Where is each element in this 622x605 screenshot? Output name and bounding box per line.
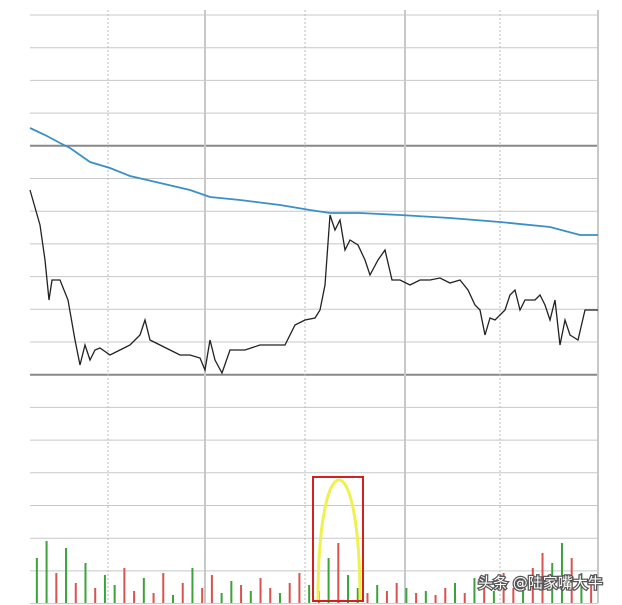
volume-bar bbox=[580, 573, 583, 603]
volume-bar bbox=[415, 593, 418, 603]
volume-bar bbox=[434, 595, 437, 603]
volume-bar bbox=[502, 573, 505, 603]
volume-bar bbox=[522, 581, 525, 603]
volume-bar bbox=[191, 568, 194, 603]
volume-bar bbox=[308, 585, 311, 603]
volume-bar bbox=[142, 578, 145, 603]
volume-bar bbox=[113, 585, 116, 603]
volume-bar bbox=[405, 588, 408, 603]
volume-bar bbox=[395, 583, 398, 603]
highlight-arc bbox=[316, 478, 362, 601]
volume-bar bbox=[74, 583, 77, 603]
volume-bar bbox=[152, 593, 155, 603]
volume-bar bbox=[560, 543, 563, 603]
volume-bar bbox=[454, 583, 456, 603]
volume-bar bbox=[162, 573, 165, 603]
price-line bbox=[29, 189, 598, 375]
volume-bar bbox=[45, 541, 48, 603]
volume-bar bbox=[347, 575, 350, 603]
volume-bar bbox=[541, 553, 544, 603]
watermark: 头条 @陆家嘴大牛 bbox=[478, 574, 603, 592]
volume-bar bbox=[240, 585, 243, 603]
volume-bar bbox=[512, 588, 515, 603]
volume-bar bbox=[210, 575, 213, 603]
volume-bar bbox=[259, 578, 262, 603]
volume-bar bbox=[483, 585, 486, 603]
volume-bar bbox=[492, 591, 495, 603]
volume-bar bbox=[551, 563, 554, 603]
volume-bar bbox=[269, 588, 272, 603]
volume-bar bbox=[220, 593, 223, 603]
volume-bar bbox=[181, 583, 184, 603]
volume-bar bbox=[463, 593, 466, 603]
volume-bar bbox=[366, 593, 369, 603]
volume-bar bbox=[356, 588, 359, 603]
volume-bar bbox=[424, 591, 427, 603]
volume-bar bbox=[288, 583, 291, 603]
marks bbox=[29, 127, 598, 603]
volume-bar bbox=[230, 581, 233, 603]
volume-bar bbox=[35, 558, 38, 603]
volume-bar bbox=[278, 593, 281, 603]
volume-bar bbox=[298, 573, 301, 603]
volume-bar bbox=[531, 568, 534, 603]
volume-bar bbox=[133, 591, 136, 603]
volume-bar bbox=[65, 548, 68, 603]
volume-bar bbox=[103, 575, 106, 603]
volume-bar bbox=[590, 583, 593, 603]
volume-bar bbox=[84, 563, 87, 603]
volume-bar bbox=[385, 591, 388, 603]
volume-bar bbox=[376, 585, 379, 603]
volume-bar bbox=[327, 558, 330, 603]
volume-bar bbox=[473, 578, 476, 603]
volume-bar bbox=[123, 568, 126, 603]
volume-bar bbox=[201, 588, 204, 603]
highlight-box bbox=[312, 476, 364, 602]
volume-bar bbox=[94, 588, 97, 603]
volume-bar bbox=[249, 591, 252, 603]
volume-bar bbox=[172, 595, 174, 603]
price-line bbox=[29, 127, 598, 236]
volume-bar bbox=[55, 573, 58, 603]
volume-bar bbox=[444, 588, 447, 603]
volume-bar bbox=[570, 558, 573, 603]
volume-bar bbox=[337, 543, 340, 603]
